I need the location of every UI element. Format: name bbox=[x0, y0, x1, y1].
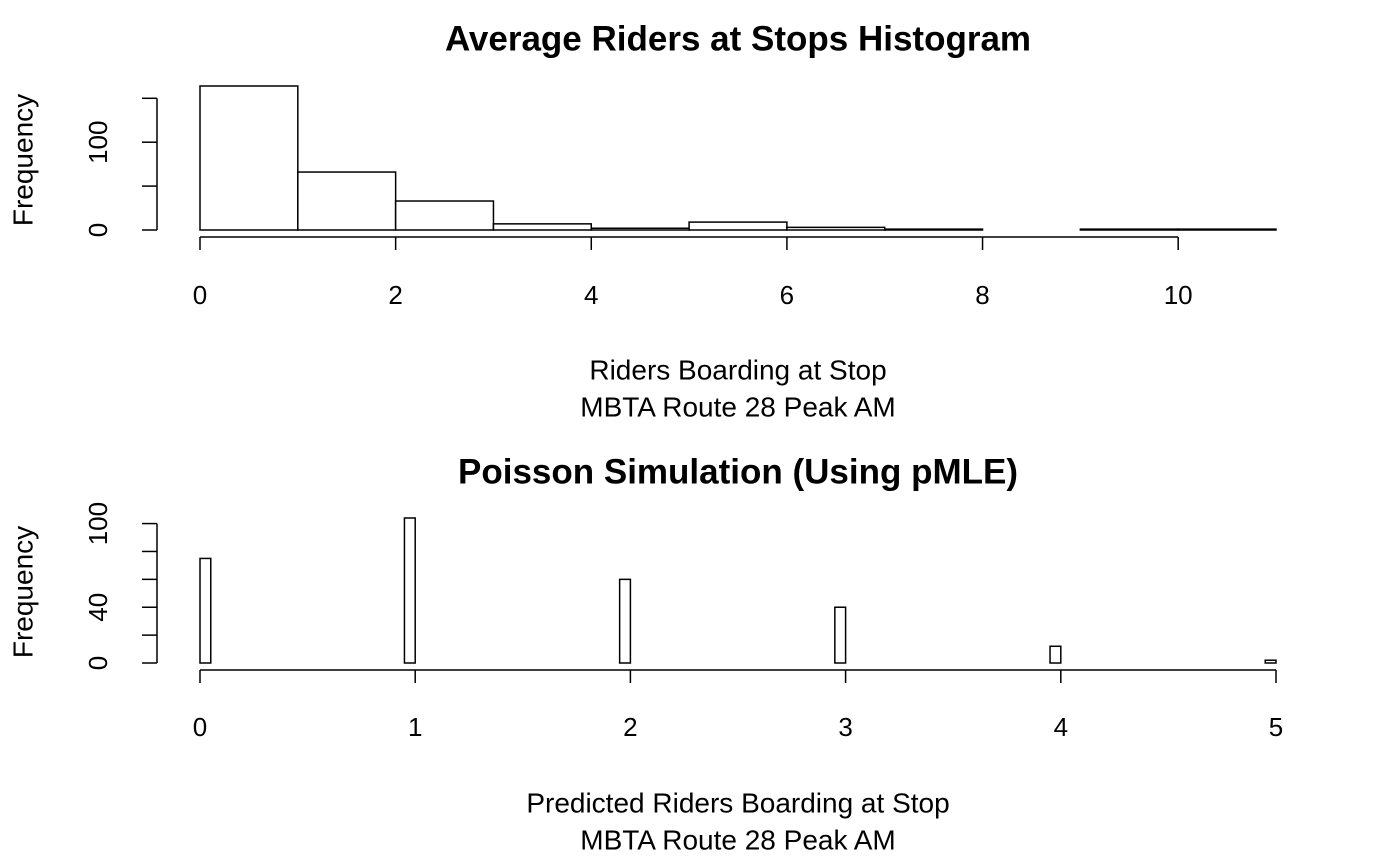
y-tick-label: 100 bbox=[83, 502, 113, 545]
x-tick-label: 2 bbox=[623, 712, 637, 742]
y-tick-label: 0 bbox=[83, 223, 113, 237]
y-axis-label: Frequency bbox=[7, 526, 38, 658]
x-tick-label: 6 bbox=[780, 280, 794, 310]
bar bbox=[394, 200, 495, 231]
x-tick-label: 10 bbox=[1164, 280, 1193, 310]
y-tick-label: 100 bbox=[83, 120, 113, 163]
bar bbox=[590, 227, 690, 231]
bar bbox=[492, 223, 593, 231]
bar bbox=[883, 228, 984, 231]
bar bbox=[786, 226, 886, 231]
bar bbox=[297, 171, 397, 231]
x-tick-label: 8 bbox=[975, 280, 989, 310]
x-axis-label: MBTA Route 28 Peak AM bbox=[580, 824, 895, 855]
x-tick-label: 2 bbox=[388, 280, 402, 310]
y-tick-label: 0 bbox=[83, 656, 113, 670]
bar bbox=[199, 85, 299, 231]
y-axis-label: Frequency bbox=[7, 94, 38, 226]
x-axis-label: Predicted Riders Boarding at Stop bbox=[526, 787, 949, 818]
bar bbox=[403, 517, 416, 664]
x-tick-label: 0 bbox=[193, 712, 207, 742]
x-axis-label: MBTA Route 28 Peak AM bbox=[580, 391, 895, 422]
x-tick-label: 0 bbox=[193, 280, 207, 310]
chart-title: Poisson Simulation (Using pMLE) bbox=[458, 452, 1018, 491]
bar bbox=[1177, 228, 1277, 231]
x-tick-label: 3 bbox=[838, 712, 852, 742]
x-tick-label: 4 bbox=[1054, 712, 1068, 742]
bar bbox=[199, 557, 212, 664]
y-tick-label: 40 bbox=[83, 593, 113, 622]
x-tick-label: 1 bbox=[408, 712, 422, 742]
chart-title: Average Riders at Stops Histogram bbox=[445, 19, 1031, 58]
bar bbox=[688, 221, 788, 231]
x-axis-label: Riders Boarding at Stop bbox=[589, 354, 886, 385]
bar bbox=[1264, 659, 1277, 664]
bar bbox=[618, 578, 632, 664]
bar bbox=[1049, 645, 1062, 664]
x-tick-label: 5 bbox=[1269, 712, 1283, 742]
bar bbox=[1079, 228, 1179, 231]
x-tick-label: 4 bbox=[584, 280, 598, 310]
bar bbox=[834, 606, 847, 664]
